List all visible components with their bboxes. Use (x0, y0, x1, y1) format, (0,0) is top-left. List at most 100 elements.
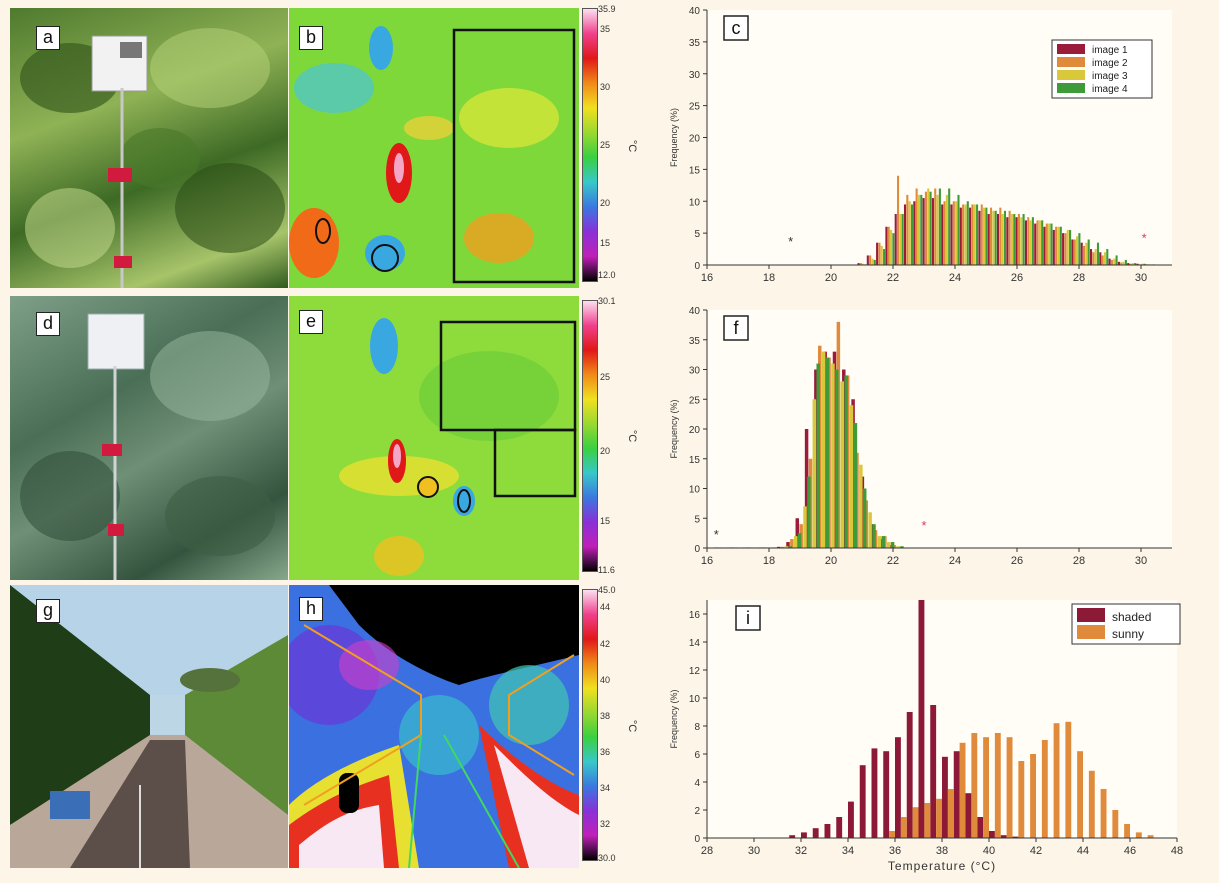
bar-image-4 (1143, 263, 1146, 265)
bar-sunny (1030, 754, 1037, 838)
histogram-chart-f: 16 18 20 22 24 26 28 30 0 5 10 15 20 25 30 35 40 Frequenc… (669, 306, 1172, 567)
x-tick-label: 22 (887, 272, 899, 284)
bar-image-4 (844, 375, 848, 548)
legend-swatch (1057, 83, 1085, 93)
bar-image-2 (1017, 214, 1020, 265)
bar-image-2 (1008, 210, 1011, 265)
colorbar-h-tick: 40 (600, 675, 611, 685)
bar-image-1 (866, 255, 869, 265)
bar-sunny (1100, 789, 1107, 838)
bar-image-3 (945, 194, 948, 266)
bar-image-1 (931, 198, 934, 265)
colorbar-b-tick: 20 (600, 198, 611, 208)
outlier-marker: * (714, 527, 719, 542)
bar-image-4 (825, 357, 830, 548)
legend-swatch (1077, 608, 1105, 622)
bar-image-2 (906, 194, 909, 266)
x-tick-label: 20 (825, 555, 837, 567)
thermal-panel-h: h (289, 585, 579, 868)
panel-label-box (735, 605, 761, 631)
bar-sunny (1041, 740, 1048, 838)
bar-shaded (883, 751, 890, 838)
y-tick-label: 14 (689, 638, 701, 649)
x-tick-label: 28 (701, 845, 713, 857)
bar-image-3 (840, 381, 844, 548)
x-tick-label: 20 (825, 272, 837, 284)
bar-image-2 (1064, 233, 1067, 266)
x-tick-label: 28 (1073, 272, 1085, 284)
photo-panel-d: d (10, 296, 288, 580)
bar-sunny (971, 733, 978, 838)
bar-image-2 (887, 226, 890, 265)
thermal-map-h (289, 585, 579, 868)
bar-image-3 (1094, 249, 1097, 265)
panel-label-g: g (36, 599, 60, 623)
y-tick-label: 10 (689, 694, 701, 705)
bar-sunny (1065, 721, 1072, 838)
y-tick-label: 4 (694, 778, 700, 789)
bar-image-4 (1003, 210, 1007, 265)
colorbar-h-tick: 44 (600, 602, 611, 612)
bar-sunny (1053, 723, 1060, 838)
y-tick-label: 40 (689, 6, 701, 17)
bar-image-3 (1001, 214, 1004, 265)
bar-image-4 (948, 188, 951, 265)
colorbar-b-tick: 15 (600, 238, 611, 248)
bar-shaded (977, 817, 984, 838)
bar-shaded (859, 765, 866, 838)
bar-image-3 (936, 194, 939, 266)
bar-image-3 (880, 245, 883, 266)
y-tick-label: 8 (694, 722, 700, 733)
bar-image-4 (873, 259, 876, 265)
bar-sunny (912, 807, 919, 838)
legend-label: shaded (1112, 610, 1151, 624)
colorbar-b-unit: °C (626, 139, 639, 153)
panel-label-f: f (733, 318, 739, 338)
bar-shaded (789, 835, 796, 838)
panel-label-e: e (299, 310, 323, 334)
colorbar-e-unit: °C (626, 429, 639, 443)
plot-area (707, 310, 1172, 548)
bar-image-3 (1010, 214, 1014, 265)
bar-image-1 (1062, 233, 1065, 266)
bar-image-1 (1136, 263, 1139, 265)
bar-image-3 (877, 536, 882, 548)
bar-image-4 (957, 194, 960, 266)
bar-image-3 (812, 399, 817, 548)
colorbar-e (582, 300, 598, 572)
bar-image-2 (790, 539, 794, 548)
y-tick-label: 20 (689, 134, 701, 145)
bar-image-3 (1085, 242, 1088, 265)
y-tick-label: 0 (694, 834, 700, 845)
x-tick-label: 46 (1124, 845, 1136, 857)
x-axis-label: Temperature (°C) (888, 859, 996, 873)
bar-image-1 (1108, 258, 1111, 266)
bar-image-2 (962, 204, 965, 265)
legend-swatch (1057, 57, 1085, 67)
bar-image-1 (776, 546, 781, 548)
bar-shaded (906, 712, 913, 838)
bar-sunny (983, 737, 990, 838)
bar-image-3 (803, 506, 807, 548)
bar-image-2 (1129, 263, 1132, 265)
y-tick-label: 0 (694, 261, 700, 272)
y-axis-label: Frequency (%) (669, 689, 679, 748)
outlier-marker: * (788, 234, 793, 249)
bar-image-1 (804, 429, 809, 548)
legend-label: image 3 (1092, 71, 1128, 82)
bar-image-1 (885, 226, 888, 265)
bar-image-2 (1101, 255, 1104, 265)
thermal-panel-b: b (289, 8, 579, 288)
outlier-marker: * (921, 518, 926, 533)
x-tick-label: 16 (701, 555, 713, 567)
y-tick-label: 15 (689, 455, 701, 466)
bar-image-4 (1124, 259, 1127, 265)
bar-image-1 (1080, 242, 1083, 265)
bar-image-2 (1092, 252, 1095, 265)
photo-panel-g: g (10, 585, 288, 868)
bar-image-2 (859, 263, 862, 265)
bar-shaded (953, 751, 960, 838)
bar-shaded (930, 705, 937, 838)
bar-image-3 (1048, 223, 1051, 265)
bar-sunny (959, 742, 966, 838)
